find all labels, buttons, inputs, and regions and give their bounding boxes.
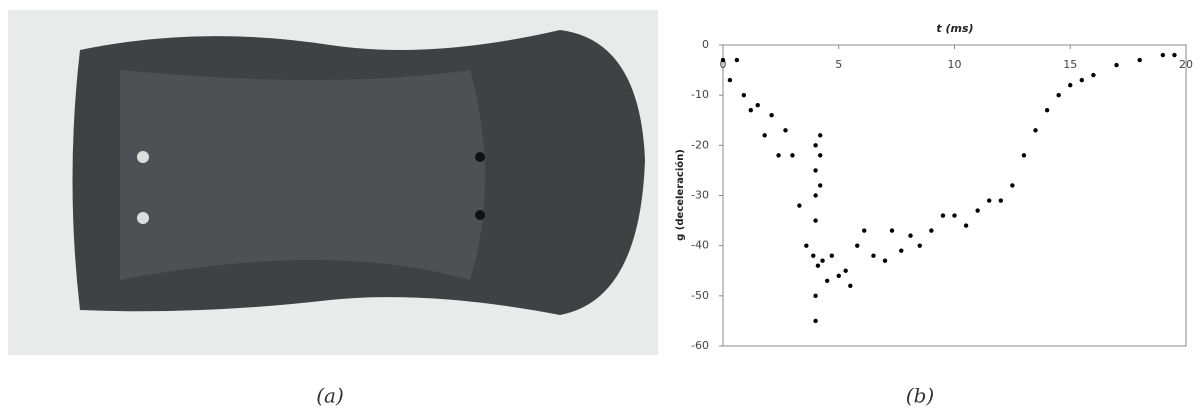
data-point <box>1172 52 1177 58</box>
data-point <box>882 258 888 263</box>
data-point <box>889 228 895 233</box>
data-point <box>1079 77 1085 83</box>
data-point <box>855 243 860 248</box>
y-tick-label: 0 <box>702 38 709 51</box>
data-point <box>818 183 823 188</box>
data-point <box>829 253 835 258</box>
data-point <box>734 57 740 63</box>
data-point <box>1068 82 1073 88</box>
y-tick-label: -30 <box>691 189 709 202</box>
data-point <box>899 248 904 253</box>
data-point <box>824 278 830 283</box>
y-tick-label: -60 <box>691 339 709 352</box>
data-point <box>813 218 818 223</box>
data-point <box>727 77 733 83</box>
data-point <box>762 133 767 138</box>
data-point <box>769 113 774 118</box>
data-point <box>804 243 809 248</box>
data-point <box>776 153 781 158</box>
data-point <box>908 233 913 238</box>
data-point <box>1044 108 1050 113</box>
caption: (b) <box>906 384 934 408</box>
data-point <box>1137 57 1142 63</box>
data-point <box>848 283 853 288</box>
data-point <box>813 143 818 148</box>
y-tick-label: -40 <box>691 239 709 252</box>
data-point <box>797 203 802 208</box>
x-tick-label: 20 <box>1179 58 1193 71</box>
data-point <box>952 213 957 218</box>
data-point <box>813 318 818 324</box>
data-point <box>783 128 788 133</box>
caption: (a) <box>316 384 344 408</box>
data-point <box>917 243 922 248</box>
data-point <box>813 293 818 299</box>
data-point <box>818 133 823 138</box>
data-point <box>1056 92 1061 98</box>
y-tick-label: -20 <box>691 138 709 151</box>
data-point <box>720 57 726 63</box>
data-point <box>940 213 946 218</box>
data-point <box>741 92 747 98</box>
data-point <box>790 153 795 158</box>
data-point <box>1033 128 1038 133</box>
data-point <box>755 103 760 108</box>
data-point <box>748 108 753 113</box>
data-point <box>963 223 969 228</box>
data-point <box>862 228 867 233</box>
data-point <box>1160 52 1166 58</box>
data-point <box>1010 183 1015 188</box>
data-point <box>929 228 934 233</box>
plot-frame <box>722 44 1187 347</box>
data-point <box>1021 153 1027 158</box>
data-point <box>813 193 818 198</box>
data-point <box>1114 62 1119 68</box>
data-point <box>975 208 980 213</box>
x-tick-label: 5 <box>835 58 842 71</box>
y-tick-label: -10 <box>691 88 709 101</box>
x-tick-label: 15 <box>1063 58 1077 71</box>
data-point <box>1091 72 1096 78</box>
data-point <box>871 253 876 258</box>
data-point <box>836 273 841 278</box>
photo <box>8 10 658 355</box>
x-tick-label: 10 <box>948 58 962 71</box>
y-axis-title: g (deceleración) <box>674 149 686 241</box>
y-tick-label: -50 <box>691 289 709 302</box>
data-point <box>998 198 1003 203</box>
data-point <box>811 253 816 258</box>
x-tick-label: 0 <box>720 58 727 71</box>
data-point <box>987 198 992 203</box>
x-axis-title: t (ms) <box>936 22 973 35</box>
data-point <box>818 153 823 158</box>
data-point <box>813 168 818 173</box>
data-point <box>843 268 848 273</box>
data-point <box>820 258 825 263</box>
data-point <box>815 263 821 268</box>
